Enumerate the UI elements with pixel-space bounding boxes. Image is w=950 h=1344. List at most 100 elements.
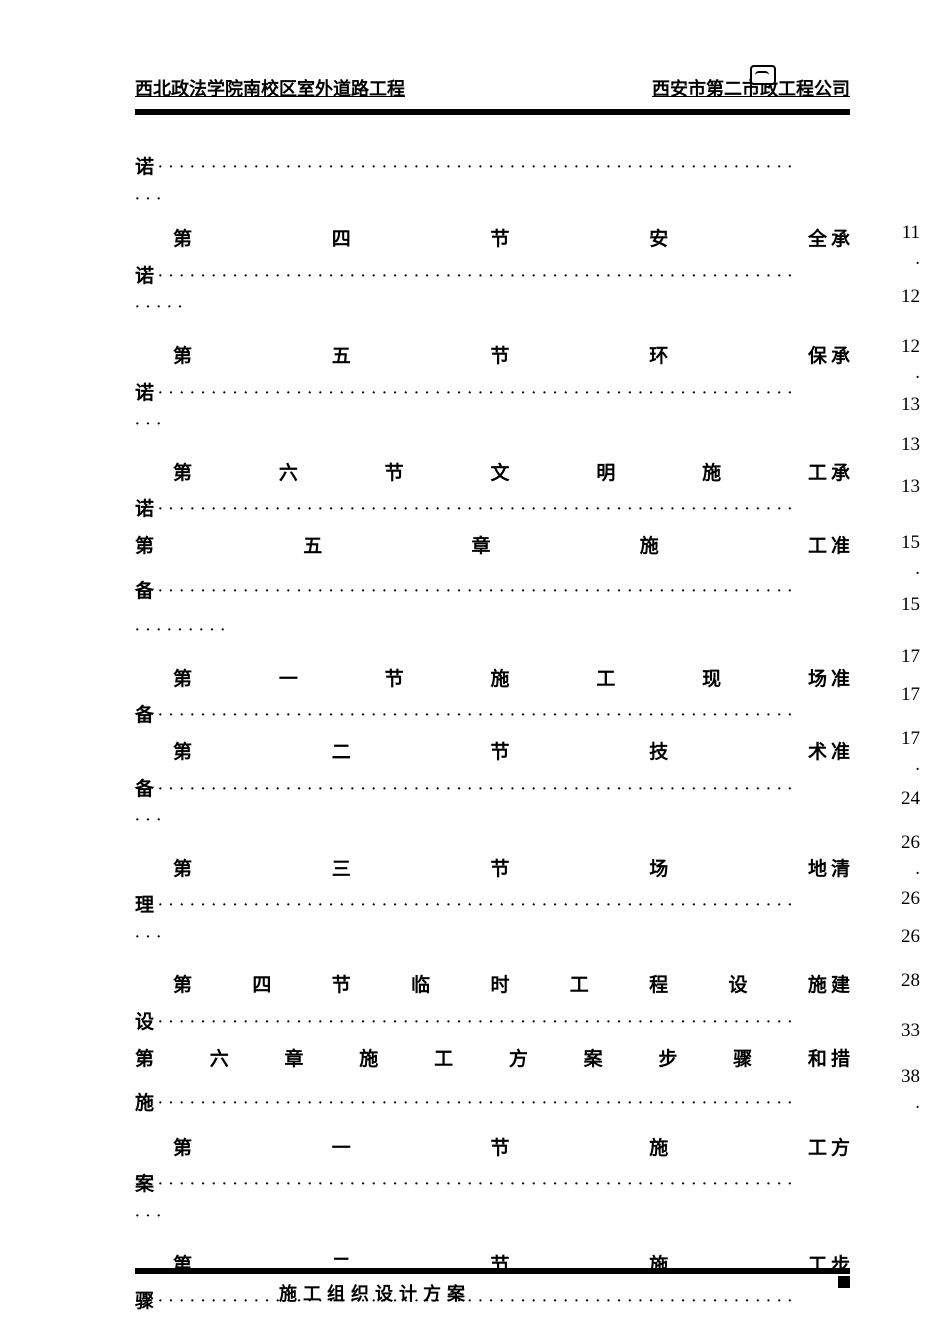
page-number: 26	[901, 926, 920, 948]
toc-char: 工	[434, 1047, 453, 1074]
toc-dots-continuation: ···	[135, 928, 850, 948]
company-logo-icon	[750, 65, 776, 85]
toc-gap	[135, 849, 850, 857]
page-number: 15	[901, 594, 920, 616]
toc-char: 环	[649, 344, 668, 371]
toc-last-char: 准	[831, 534, 850, 561]
toc-cont-char: 诺	[135, 155, 154, 182]
toc-section-row: 第四节安全承	[135, 227, 850, 254]
toc-char: 节	[332, 973, 351, 1000]
toc-char: 程	[649, 973, 668, 1000]
page-number: 38	[901, 1066, 920, 1088]
toc-section-row: 第三节场地清	[135, 857, 850, 884]
toc-char: 施	[702, 461, 721, 488]
page-header: 西北政法学院南校区室外道路工程 西安市第二市政工程公司	[135, 75, 850, 107]
toc-char: 施	[490, 667, 509, 694]
toc-gap	[135, 1245, 850, 1253]
toc-continuation-row: 备·······································…	[135, 579, 850, 606]
toc-section-row: 第五节环保承	[135, 344, 850, 371]
toc-char: 五	[303, 534, 322, 561]
toc-continuation-row: 备·······································…	[135, 777, 850, 804]
toc-char: 节	[490, 344, 509, 371]
toc-char: 六	[279, 461, 298, 488]
toc-gap	[135, 336, 850, 344]
toc-last-char: 承	[831, 461, 850, 488]
toc-dots: ········································…	[154, 896, 850, 916]
toc-cont-char: 诺	[135, 497, 154, 524]
toc-char: 场	[649, 857, 668, 884]
toc-char: 方	[509, 1047, 528, 1074]
toc-dots: ········································…	[154, 158, 850, 178]
header-right: 西安市第二市政工程公司	[652, 75, 850, 101]
toc-dots: ········································…	[154, 1175, 850, 1195]
toc-char: 章	[285, 1047, 304, 1074]
toc-char: 时	[490, 973, 509, 1000]
toc-char: 施	[640, 534, 659, 561]
toc-char: 施	[649, 1253, 668, 1280]
page-number: 15	[901, 532, 920, 554]
toc-char: 第	[173, 667, 192, 694]
toc-char: 节	[490, 740, 509, 767]
toc-char: 第	[135, 1047, 154, 1074]
page-number: 11	[902, 222, 920, 244]
page-number: .	[915, 858, 920, 880]
toc-char: 工	[808, 461, 827, 488]
toc-char: 节	[385, 667, 404, 694]
toc-title: 第六节文明施工	[135, 461, 827, 488]
toc-section-row: 第一节施工现场准	[135, 667, 850, 694]
toc-dots: ········································…	[154, 384, 850, 404]
toc-continuation-row: 诺·······································…	[135, 381, 850, 408]
toc-char: 骤	[733, 1047, 752, 1074]
toc-dots: ········································…	[154, 267, 850, 287]
toc-chapter-row: 第六章施工方案步骤和措	[135, 1047, 850, 1074]
toc-gap	[135, 965, 850, 973]
toc-char: 第	[173, 461, 192, 488]
toc-char: 第	[173, 344, 192, 371]
toc-title: 第二节施工	[135, 1253, 827, 1280]
toc-char: 全	[808, 227, 827, 254]
toc-char: 节	[490, 1253, 509, 1280]
toc-last-char: 准	[831, 740, 850, 767]
toc-char: 四	[252, 973, 271, 1000]
toc-char: 四	[332, 227, 351, 254]
toc-char: 施	[359, 1047, 378, 1074]
toc-dots: ········································…	[154, 582, 850, 602]
page-number: 13	[901, 394, 920, 416]
toc-char: 设	[729, 973, 748, 1000]
toc-title: 第四节安全	[135, 227, 827, 254]
toc-char: 第	[173, 1253, 192, 1280]
toc-char: 施	[808, 973, 827, 1000]
page-number: 26	[901, 832, 920, 854]
toc-gap	[135, 453, 850, 461]
toc-char: 一	[279, 667, 298, 694]
toc-last-char: 方	[831, 1136, 850, 1163]
toc-cont-char: 施	[135, 1091, 154, 1118]
toc-char: 第	[173, 740, 192, 767]
page-number: 26	[901, 888, 920, 910]
toc-char: 场	[808, 667, 827, 694]
toc-dots: ········································…	[154, 500, 850, 520]
toc-gap	[135, 1128, 850, 1136]
page-number: 33	[901, 1020, 920, 1042]
footer-text: 施工组织设计方案	[0, 1280, 950, 1306]
toc-cont-char: 案	[135, 1172, 154, 1199]
toc-continuation-row: 备·······································…	[135, 703, 850, 730]
page-number: .	[915, 1092, 920, 1114]
toc-char: 步	[658, 1047, 677, 1074]
toc-section-row: 第六节文明施工承	[135, 461, 850, 488]
header-divider	[135, 109, 850, 115]
toc-continuation-row: 诺·······································…	[135, 155, 850, 182]
toc-cont-char: 理	[135, 893, 154, 920]
page-number: 12	[901, 286, 920, 308]
toc-continuation-row: 设·······································…	[135, 1010, 850, 1037]
toc-char: 保	[808, 344, 827, 371]
toc-last-char: 承	[831, 344, 850, 371]
toc-char: 明	[596, 461, 615, 488]
toc-char: 节	[385, 461, 404, 488]
toc-title: 第一节施工现场	[135, 667, 827, 694]
toc-cont-char: 备	[135, 703, 154, 730]
toc-cont-char: 诺	[135, 381, 154, 408]
page-number: 13	[901, 434, 920, 456]
toc-char: 六	[210, 1047, 229, 1074]
page-number: 13	[901, 476, 920, 498]
